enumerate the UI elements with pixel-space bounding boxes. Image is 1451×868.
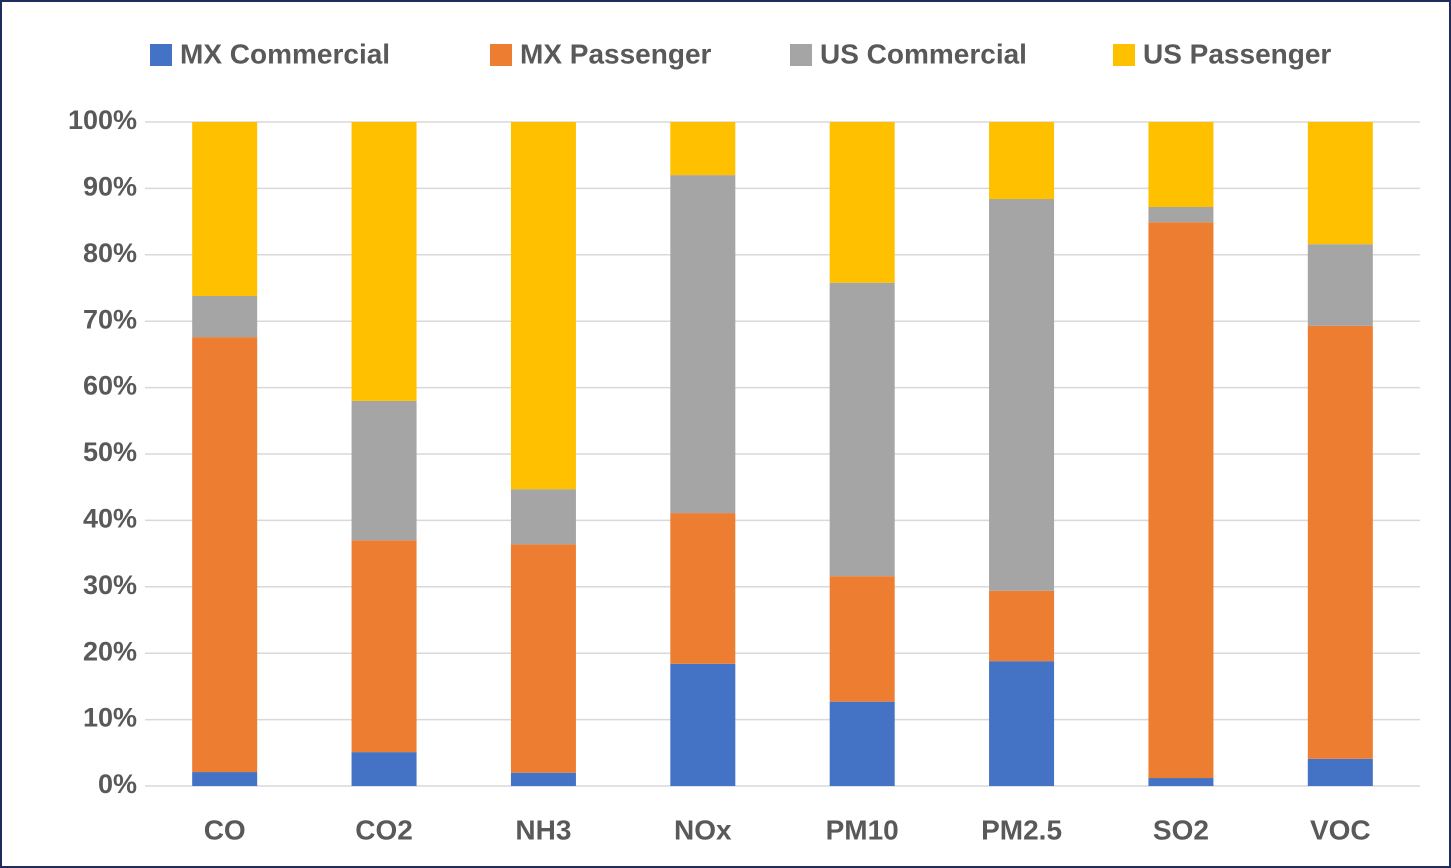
- bar-segment: [192, 122, 258, 296]
- bar-segment: [510, 544, 576, 773]
- y-tick-label: 20%: [83, 636, 137, 666]
- bar-segment: [192, 337, 258, 773]
- legend-swatch: [490, 44, 512, 66]
- y-tick-label: 10%: [83, 703, 137, 733]
- legend-label: MX Passenger: [520, 38, 712, 69]
- bar-segment: [351, 400, 417, 541]
- y-tick-label: 0%: [98, 769, 137, 799]
- bar-segment: [1307, 122, 1373, 245]
- y-tick-label: 90%: [83, 172, 137, 202]
- bar-segment: [670, 513, 736, 664]
- y-tick-label: 40%: [83, 504, 137, 534]
- bar-segment: [989, 122, 1055, 200]
- legend-label: US Commercial: [820, 38, 1027, 69]
- x-tick-label: NH3: [515, 814, 571, 845]
- x-tick-label: NOx: [674, 814, 732, 845]
- legend-swatch: [790, 44, 812, 66]
- bar-segment: [1148, 122, 1214, 207]
- bar-segment: [989, 661, 1055, 786]
- bar-segment: [989, 199, 1055, 591]
- bar-segment: [829, 282, 895, 577]
- y-tick-label: 80%: [83, 238, 137, 268]
- bar-segment: [829, 122, 895, 283]
- bar-segment: [989, 590, 1055, 662]
- x-tick-label: PM2.5: [981, 814, 1062, 845]
- x-tick-label: CO2: [355, 814, 413, 845]
- bar-segment: [510, 489, 576, 545]
- bar-segment: [670, 663, 736, 786]
- bar-segment: [510, 772, 576, 786]
- legend-label: US Passenger: [1143, 38, 1331, 69]
- bar-segment: [829, 576, 895, 702]
- bar-segment: [1148, 778, 1214, 786]
- bar-segment: [1307, 758, 1373, 786]
- y-tick-label: 30%: [83, 570, 137, 600]
- bar-segment: [351, 122, 417, 401]
- legend-swatch: [1113, 44, 1135, 66]
- bar-segment: [510, 122, 576, 490]
- bar-segment: [1307, 244, 1373, 326]
- bar-segment: [192, 772, 258, 786]
- bar-segment: [670, 122, 736, 176]
- bar-segment: [829, 701, 895, 786]
- bar-segment: [192, 295, 258, 338]
- x-tick-label: CO: [204, 814, 246, 845]
- bar-segment: [1307, 325, 1373, 759]
- bar-segment: [351, 540, 417, 753]
- bar-segment: [1148, 222, 1214, 779]
- legend-swatch: [150, 44, 172, 66]
- y-tick-label: 50%: [83, 437, 137, 467]
- y-tick-label: 60%: [83, 371, 137, 401]
- y-tick-label: 100%: [68, 105, 137, 135]
- y-tick-label: 70%: [83, 304, 137, 334]
- x-tick-label: VOC: [1310, 814, 1371, 845]
- x-tick-label: PM10: [826, 814, 899, 845]
- bar-segment: [670, 175, 736, 514]
- bar-segment: [1148, 206, 1214, 223]
- bar-segment: [351, 752, 417, 786]
- x-tick-label: SO2: [1153, 814, 1209, 845]
- legend-label: MX Commercial: [180, 38, 390, 69]
